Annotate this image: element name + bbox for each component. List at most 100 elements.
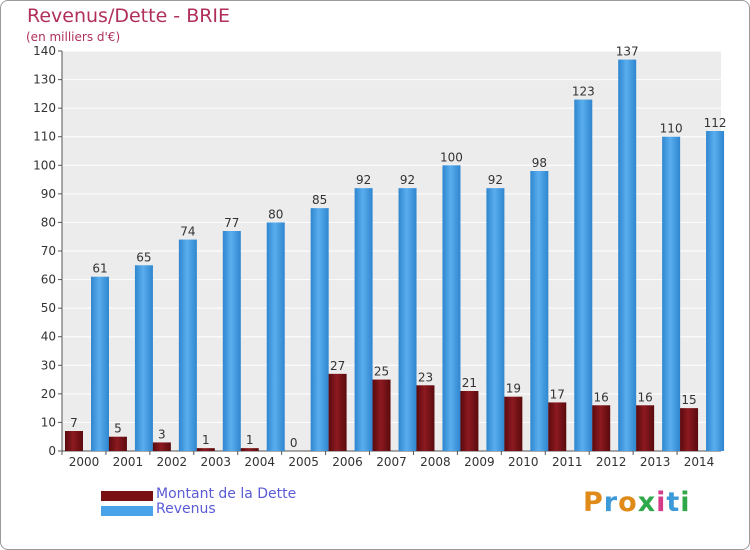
bar-debt: [592, 405, 611, 451]
x-tick-label: 2009: [464, 455, 495, 469]
bar-revenue: [706, 131, 725, 451]
bar-debt: [636, 405, 655, 451]
y-tick-label: 110: [33, 130, 56, 144]
x-tick-label: 2002: [157, 455, 188, 469]
data-label-revenue: 74: [180, 225, 195, 239]
y-tick-label: 60: [41, 273, 56, 287]
bar-revenue: [91, 276, 109, 451]
data-label-revenue: 92: [488, 173, 503, 187]
data-label-revenue: 77: [224, 216, 239, 230]
chart-title: Revenus/Dette - BRIE: [27, 5, 231, 27]
logo-letter: i: [680, 487, 691, 518]
data-label-debt: 5: [114, 422, 122, 436]
bar-revenue: [530, 171, 549, 451]
data-label-revenue: 80: [268, 207, 283, 221]
data-label-debt: 21: [462, 376, 477, 390]
data-label-revenue: 112: [704, 116, 727, 130]
data-label-revenue: 137: [616, 45, 639, 59]
logo-letter: i: [656, 487, 667, 518]
x-tick-label: 2014: [684, 455, 715, 469]
data-label-debt: 19: [506, 382, 521, 396]
y-tick-label: 40: [41, 330, 56, 344]
data-label-debt: 17: [550, 387, 565, 401]
data-label-revenue: 100: [440, 150, 463, 164]
bar-revenue: [574, 99, 593, 452]
bar-debt: [372, 379, 391, 451]
data-label-revenue: 61: [92, 262, 107, 276]
bar-revenue: [134, 265, 153, 451]
logo-letter: P: [583, 487, 604, 518]
data-label-debt: 16: [594, 390, 609, 404]
y-tick-label: 100: [33, 158, 56, 172]
bar-revenue: [178, 239, 197, 451]
bar-debt: [680, 408, 699, 451]
data-label-debt: 15: [681, 393, 696, 407]
bar-debt: [240, 448, 259, 451]
x-tick-label: 2003: [200, 455, 231, 469]
bar-debt: [108, 436, 127, 451]
data-label-debt: 1: [246, 433, 254, 447]
bar-debt: [196, 448, 215, 451]
y-tick-label: 10: [41, 415, 56, 429]
y-tick-label: 130: [33, 73, 56, 87]
y-tick-label: 80: [41, 215, 56, 229]
data-label-debt: 25: [374, 365, 389, 379]
data-label-revenue: 92: [356, 173, 371, 187]
logo-letter: o: [618, 487, 638, 518]
data-label-revenue: 92: [400, 173, 415, 187]
bar-revenue: [222, 231, 241, 451]
bar-debt: [460, 391, 479, 451]
bar-debt: [328, 373, 347, 451]
x-tick-label: 2011: [552, 455, 583, 469]
x-tick-label: 2012: [596, 455, 627, 469]
bar-debt: [65, 431, 83, 451]
data-label-debt: 16: [637, 390, 652, 404]
x-tick-label: 2008: [420, 455, 451, 469]
data-label-revenue: 110: [660, 122, 683, 136]
bar-revenue: [310, 208, 329, 451]
y-tick-label: 30: [41, 358, 56, 372]
bar-revenue: [486, 188, 505, 451]
bar-debt: [504, 396, 523, 451]
data-label-debt: 7: [70, 416, 78, 430]
y-tick-label: 0: [48, 444, 56, 458]
data-label-debt: 0: [290, 436, 298, 450]
y-tick-label: 90: [41, 187, 56, 201]
legend-label-debt: Montant de la Dette: [156, 486, 297, 502]
data-label-revenue: 123: [572, 85, 595, 99]
data-label-debt: 27: [330, 359, 345, 373]
y-tick-label: 120: [33, 101, 56, 115]
logo-letter: t: [666, 487, 681, 518]
chart-subtitle: (en milliers d'€): [26, 30, 121, 44]
data-label-revenue: 85: [312, 193, 327, 207]
bar-debt: [152, 442, 171, 451]
bar-revenue: [618, 59, 637, 451]
bar-revenue: [398, 188, 417, 451]
bar-revenue: [266, 222, 285, 451]
x-tick-label: 2007: [376, 455, 407, 469]
data-label-debt: 3: [158, 427, 166, 441]
data-label-revenue: 65: [136, 250, 151, 264]
bar-revenue: [354, 188, 373, 451]
legend-swatch-revenue: [101, 506, 153, 516]
x-tick-label: 2010: [508, 455, 539, 469]
y-tick-label: 140: [33, 44, 56, 58]
legend-swatch-debt: [101, 491, 153, 501]
logo-letter: x: [637, 487, 657, 518]
data-label-revenue: 98: [532, 156, 547, 170]
x-tick-label: 2013: [640, 455, 671, 469]
proxiti-logo: Proxiti: [583, 487, 691, 518]
bar-revenue: [442, 165, 461, 452]
y-tick-label: 50: [41, 301, 56, 315]
x-tick-label: 2000: [69, 455, 100, 469]
bar-revenue: [662, 136, 681, 451]
data-label-debt: 1: [202, 433, 210, 447]
legend-label-revenue: Revenus: [156, 501, 216, 517]
y-tick-label: 70: [41, 244, 56, 258]
x-tick-label: 2004: [244, 455, 275, 469]
x-tick-label: 2001: [113, 455, 144, 469]
data-label-debt: 23: [418, 370, 433, 384]
bar-debt: [548, 402, 567, 451]
